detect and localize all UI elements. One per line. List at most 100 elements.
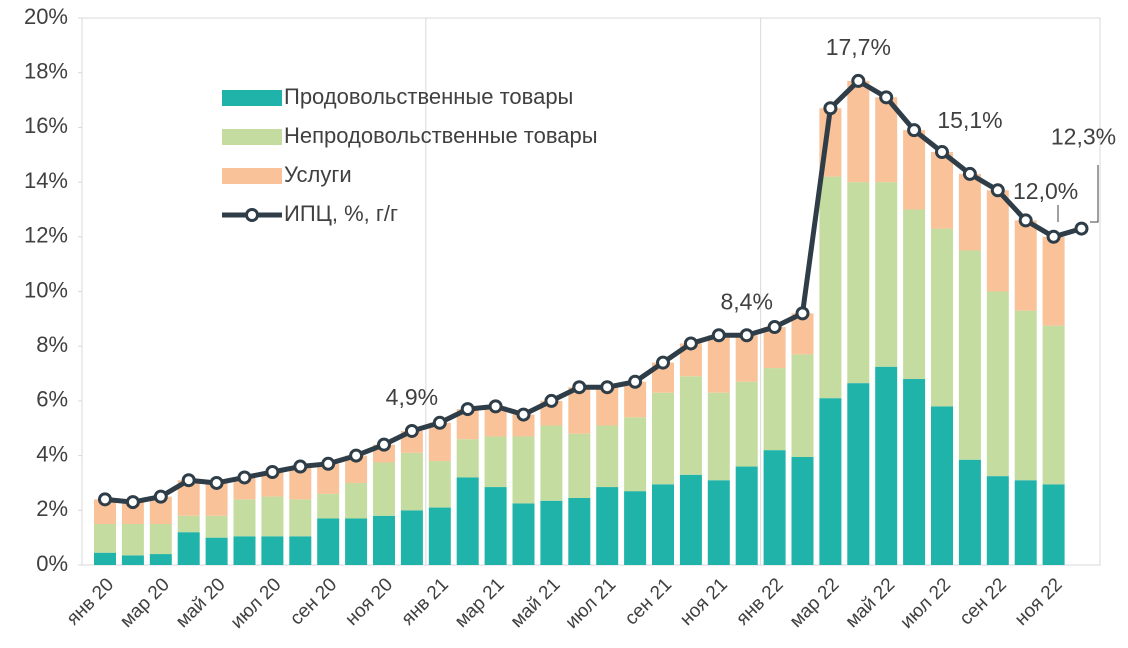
bar-segment — [289, 536, 312, 565]
bar-segment — [540, 425, 563, 501]
x-tick-label: май 20 — [172, 574, 230, 632]
x-tick-label: май 22 — [842, 574, 900, 632]
bar-segment — [568, 387, 591, 434]
bar-segment — [261, 496, 284, 537]
bar-segment — [177, 480, 200, 516]
bar-segment — [819, 398, 842, 565]
bar-segment — [205, 482, 228, 516]
bar-segment — [345, 455, 368, 483]
legend-swatch — [222, 168, 282, 184]
y-tick-label: 4% — [36, 441, 68, 466]
bar-segment — [345, 518, 368, 565]
bar-segment — [94, 499, 116, 524]
bar-segment — [94, 552, 116, 565]
bar-segment — [1014, 220, 1037, 311]
cpi-point — [851, 73, 866, 88]
bar-segment — [205, 515, 228, 538]
bar-segment — [121, 523, 144, 556]
cpi-point — [516, 407, 531, 422]
cpi-point — [432, 415, 447, 430]
legend-swatch — [222, 129, 282, 145]
bar-segment — [652, 484, 674, 565]
bar-segment — [735, 466, 758, 565]
bar-segment — [763, 450, 786, 565]
bar-segment — [763, 368, 786, 451]
bar-segment — [958, 173, 981, 251]
cpi-point — [377, 437, 391, 452]
bar-segment — [428, 461, 451, 508]
x-tick-label: сен 20 — [286, 574, 341, 629]
bar-segment — [931, 152, 953, 229]
cpi-point — [488, 399, 503, 414]
bar-segment — [540, 400, 563, 426]
y-tick-label: 10% — [24, 277, 68, 302]
bar-segment — [512, 414, 535, 437]
bar-segment — [875, 97, 898, 183]
bar-segment — [289, 499, 312, 537]
bar-segment — [596, 487, 619, 565]
bar-segment — [568, 497, 591, 565]
bar-segment — [791, 456, 814, 565]
bar-segment — [317, 493, 340, 519]
x-tick-label: июл 20 — [227, 574, 286, 633]
cpi-point — [628, 374, 643, 389]
bar-segment — [1014, 480, 1037, 565]
bar-segment — [261, 472, 284, 497]
y-tick-label: 20% — [24, 4, 68, 29]
y-tick-label: 14% — [24, 168, 68, 193]
bar-segment — [1014, 310, 1037, 481]
bar-segment — [317, 463, 340, 494]
cpi-point — [1046, 229, 1061, 244]
bar-segment — [289, 466, 312, 500]
cpi-point — [209, 475, 224, 490]
y-tick-label: 6% — [36, 387, 68, 412]
cpi-point — [349, 448, 364, 463]
bar-segment — [596, 425, 619, 488]
x-tick-label: сен 22 — [956, 574, 1011, 629]
cpi-point — [153, 489, 168, 504]
bar-segment — [624, 491, 647, 565]
x-tick-label: сен 21 — [621, 574, 676, 629]
x-tick-label: мар 20 — [116, 574, 174, 632]
bar-segment — [707, 480, 730, 565]
bar-segment — [791, 313, 814, 355]
x-tick-label: июл 22 — [896, 574, 955, 633]
x-tick-label: янв 21 — [398, 574, 453, 629]
cpi-point — [656, 355, 670, 370]
bar-segment — [735, 335, 758, 382]
cpi-point — [962, 166, 977, 181]
x-tick-label: июл 21 — [562, 574, 621, 633]
cpi-point — [935, 145, 949, 160]
cpi-point — [98, 492, 112, 507]
bar-segment — [931, 406, 953, 565]
bar-segment — [540, 500, 563, 565]
cpi-point — [600, 380, 615, 395]
legend-label: Продовольственные товары — [284, 84, 573, 109]
bar-segment — [707, 392, 730, 481]
bar-segment — [1042, 325, 1065, 485]
cpi-point — [739, 328, 754, 343]
x-tick-label: янв 22 — [732, 574, 787, 629]
bar-segment — [568, 433, 591, 498]
bar-segment — [233, 499, 256, 537]
bar-segment — [484, 487, 507, 565]
bar-segment — [121, 502, 144, 524]
bar-segment — [596, 387, 619, 426]
y-tick-label: 16% — [24, 113, 68, 138]
cpi-point — [572, 380, 587, 395]
bar-segment — [903, 379, 926, 565]
cpi-point — [237, 470, 252, 485]
legend-label: Услуги — [284, 162, 352, 187]
value-label: 12,0% — [1013, 178, 1078, 204]
y-tick-label: 2% — [36, 496, 68, 521]
legend-swatch — [222, 90, 282, 106]
bar-segment — [345, 482, 368, 519]
cpi-point — [265, 465, 280, 480]
bar-segment — [847, 80, 870, 183]
bar-segment — [1042, 236, 1065, 326]
bar-segment — [791, 354, 814, 457]
bar-segment — [679, 343, 702, 377]
value-label: 17,7% — [826, 34, 891, 60]
